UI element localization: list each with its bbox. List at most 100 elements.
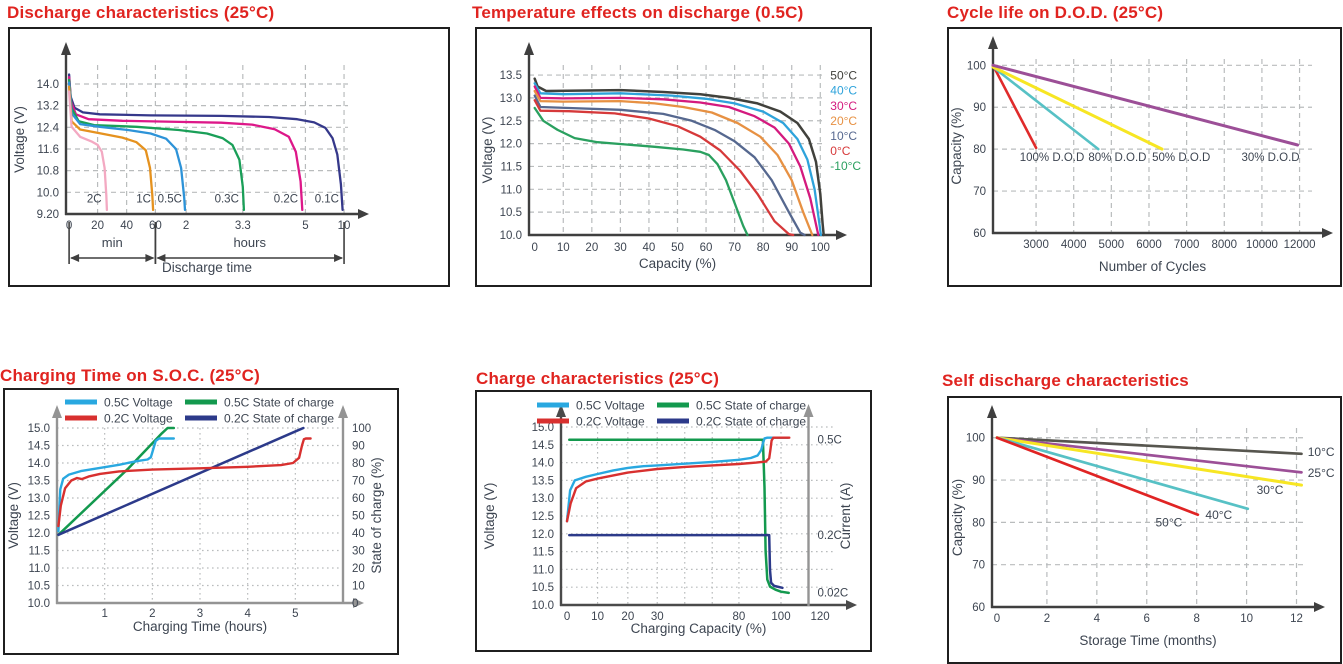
y-axis-arrow-icon <box>987 405 997 418</box>
y-tick-label: 12.0 <box>28 528 50 540</box>
discharge-characteristics-plot: 14.013.212.411.610.810.09.20020406023.35… <box>12 42 369 275</box>
series-20C <box>533 89 814 237</box>
chart-title-selfdischarge: Self discharge characteristics <box>942 371 1189 390</box>
x-tick-label: 12000 <box>1284 239 1316 251</box>
x-tick-label: 2 <box>183 220 189 232</box>
annotation-label: 50°C <box>830 69 857 83</box>
series-30-dod <box>991 63 1300 147</box>
x-tick-label: 10 <box>1240 613 1253 625</box>
x-axis-label: Charging Time (hours) <box>133 619 267 634</box>
y-tick-label: 12.5 <box>28 511 50 523</box>
chart-frame-selfdischarge: 100 90 80 70 60 0 2 4 6 8 10 12 10°C 25°C 30°C 40°C 50°C… <box>947 396 1342 664</box>
x-tick-label: 120 <box>810 611 829 623</box>
y2-axis-arrow-icon <box>338 405 348 418</box>
legend-label: 0.5C State of charge <box>696 399 806 413</box>
x-axis-arrow-icon <box>846 600 857 610</box>
chart-title-temperature: Temperature effects on discharge (0.5C) <box>472 3 804 22</box>
y-tick-label: 13.5 <box>500 70 522 82</box>
x-tick-label: 80 <box>733 611 746 623</box>
charging-time-soc-plot: 15.014.514.013.513.012.512.011.511.010.5… <box>6 396 384 635</box>
y-tick-label: 15.0 <box>28 423 50 435</box>
y-tick-label: 100 <box>966 433 985 445</box>
y2-tick-label: 20 <box>352 563 365 575</box>
y-tick-label: 11.0 <box>28 563 50 575</box>
x-axis-arrow-icon <box>1314 602 1325 612</box>
series-0.2C-soc <box>57 426 305 537</box>
y-tick-label: 14.0 <box>28 458 50 470</box>
x-tick-label: 60 <box>700 242 713 254</box>
legend-label: 0.5C State of charge <box>224 396 334 410</box>
y-tick-label: 12.4 <box>37 122 60 134</box>
series-0.2C-voltage <box>565 436 791 523</box>
series-30C <box>995 436 1303 487</box>
series-50C <box>533 77 825 237</box>
annotation-label: 0°C <box>830 144 850 158</box>
y2-tick-label: 0.2C <box>818 530 842 542</box>
y-tick-label: 12.0 <box>500 139 522 151</box>
x-tick-label: 5 <box>292 608 298 620</box>
x-tick-label: 12 <box>1290 613 1303 625</box>
x-tick-label: 0 <box>532 242 538 254</box>
y-tick-label: 11.5 <box>500 161 522 173</box>
annotation-label: 30°C <box>1257 483 1284 497</box>
x-tick-label: 3000 <box>1023 239 1049 251</box>
series-0.2C <box>67 76 304 212</box>
y2-tick-label: 70 <box>352 476 365 488</box>
annotation-label: 0.1C <box>315 194 339 206</box>
y-tick-label: 70 <box>972 560 985 572</box>
x-tick-label: 4 <box>244 608 251 620</box>
series--10C <box>533 106 749 237</box>
series-2C <box>67 90 109 212</box>
y-tick-label: 13.0 <box>28 493 50 505</box>
cycle-life-plot: 100 90 80 70 60 3000 4000 5000 6000 7000 8000 10000… <box>949 36 1333 274</box>
y2-tick-label: 80 <box>352 458 365 470</box>
annotation-label: 50°C <box>1155 516 1182 530</box>
x-tick-label: 8000 <box>1211 239 1237 251</box>
x-axis-label: Charging Capacity (%) <box>631 621 767 636</box>
y-tick-label: 90 <box>973 102 986 114</box>
x-tick-label: 1 <box>101 608 107 620</box>
y-tick-label: 10.0 <box>37 187 59 199</box>
y-tick-label: 13.2 <box>37 101 59 113</box>
x-tick-label: 100 <box>771 611 790 623</box>
bracket-label: hours <box>233 235 266 250</box>
x-tick-label: 40 <box>120 220 133 232</box>
y-tick-label: 80 <box>973 144 986 156</box>
x-tick-label: 4000 <box>1061 239 1087 251</box>
y-tick-label: 14.0 <box>37 79 59 91</box>
chart-title-chargingtime: Charging Time on S.O.C. (25°C) <box>0 366 260 385</box>
chart-title-discharge: Discharge characteristics (25°C) <box>7 3 275 22</box>
chart-frame-discharge: 14.013.212.411.610.810.09.20020406023.35… <box>8 27 450 287</box>
y-tick-label: 14.5 <box>532 440 554 452</box>
chart-title-charge: Charge characteristics (25°C) <box>476 369 720 388</box>
y-axis-label: Voltage (V) <box>480 117 495 184</box>
y-tick-label: 70 <box>973 186 986 198</box>
bracket-arrow-right-icon <box>334 254 344 262</box>
series-0C <box>533 99 795 237</box>
y2-tick-label: 100 <box>352 423 371 435</box>
series-0.5C-voltage <box>57 437 176 533</box>
annotation-label: 40°C <box>830 84 857 98</box>
y-tick-label: 11.5 <box>532 547 554 559</box>
annotation-label: 80% D.O.D <box>1088 152 1146 164</box>
y2-axis-label: State of charge (%) <box>369 457 384 573</box>
series-40C <box>995 436 1250 511</box>
x-axis-arrow-icon <box>358 209 369 219</box>
bracket-arrow-left-icon <box>156 254 166 262</box>
annotation-label: 0.3C <box>215 194 239 206</box>
y2-tick-label: 60 <box>352 493 365 505</box>
y-axis-arrow-icon <box>556 404 566 417</box>
annotation-label: 50% D.O.D <box>1152 152 1210 164</box>
y-axis-arrow-icon <box>524 42 534 55</box>
x-tick-label: 100 <box>811 242 830 254</box>
annotation-label: 1C <box>136 194 151 206</box>
y-tick-label: 11.0 <box>500 184 522 196</box>
x-tick-label: 3 <box>197 608 203 620</box>
y-tick-label: 12.5 <box>532 511 554 523</box>
bracket-label: min <box>102 235 123 250</box>
y-axis-arrow-icon <box>988 36 998 49</box>
series-40C <box>533 82 823 237</box>
annotation-label: 0.5C <box>158 194 182 206</box>
y-axis-label: Capacity (%) <box>950 479 965 556</box>
